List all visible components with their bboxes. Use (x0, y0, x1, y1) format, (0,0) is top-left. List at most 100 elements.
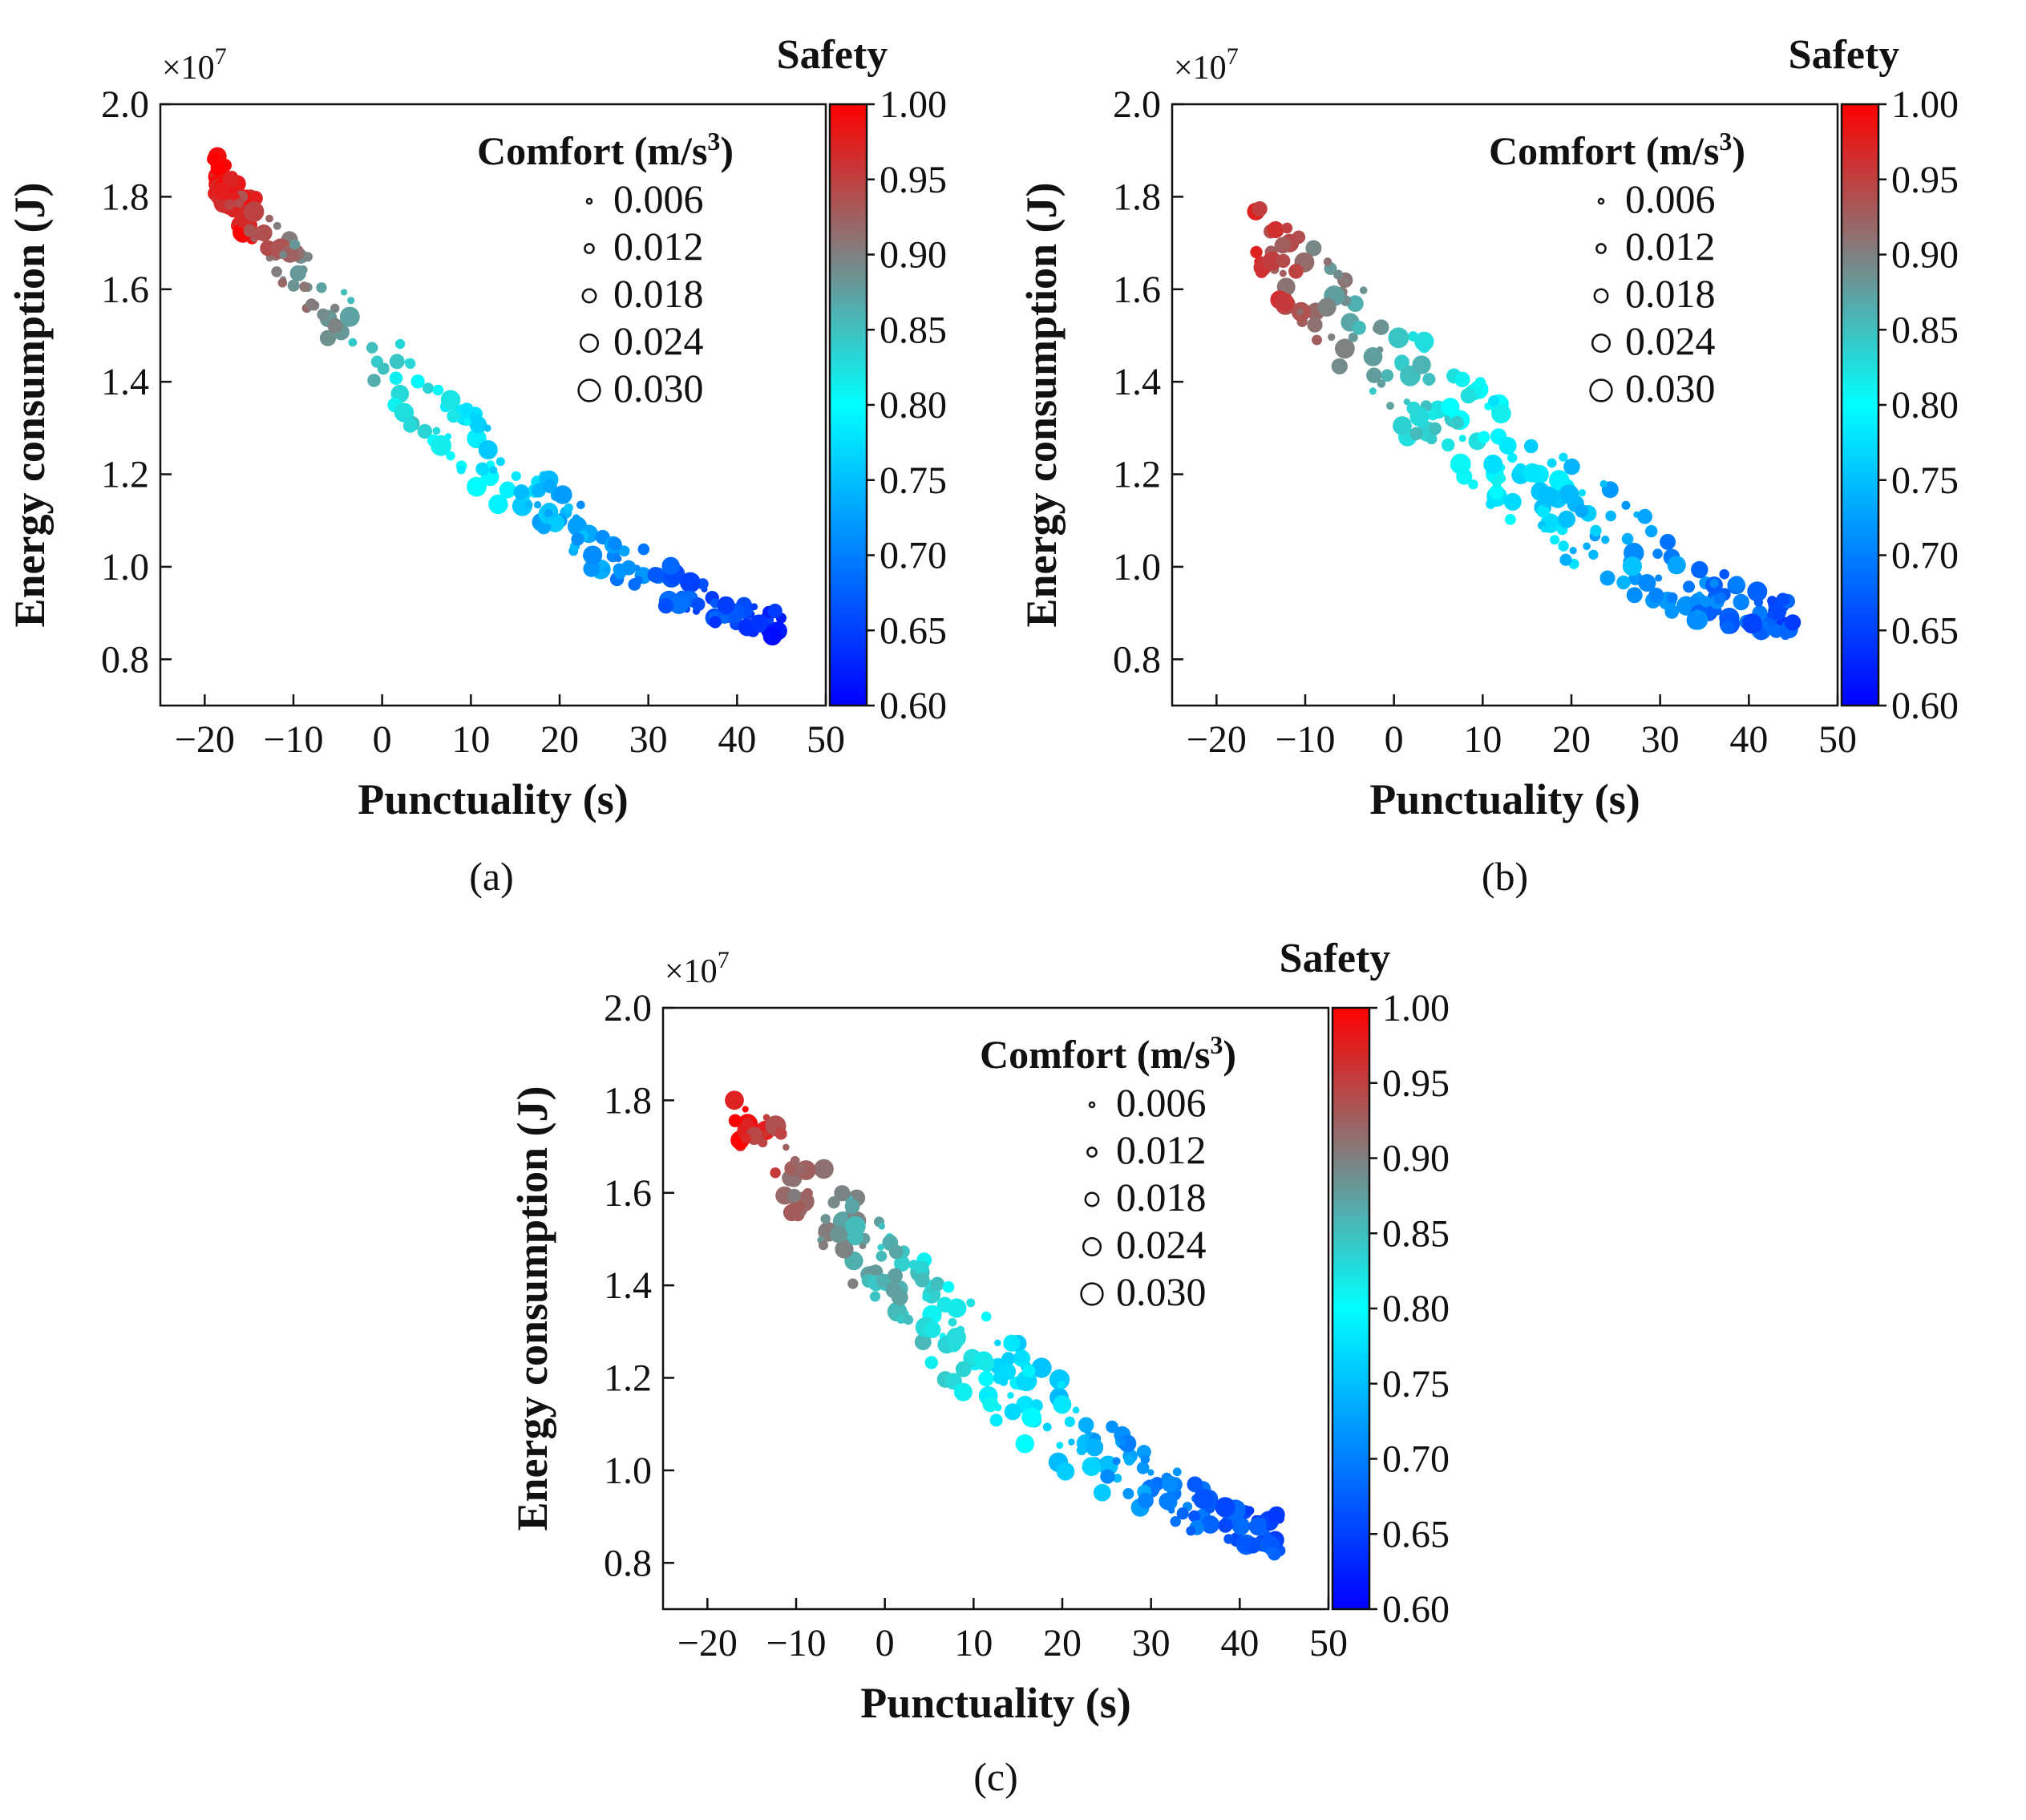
data-point (483, 424, 491, 432)
size-legend-marker (1088, 1101, 1096, 1109)
data-point (1244, 1506, 1255, 1515)
data-point (709, 616, 722, 629)
data-point (273, 221, 281, 230)
plot-frame (1171, 103, 1839, 707)
data-point (1523, 439, 1539, 454)
data-point (1113, 1474, 1122, 1483)
data-point (446, 451, 455, 461)
data-point (423, 382, 434, 394)
x-tick-label: −20 (1187, 718, 1247, 761)
y-tick-label: 0.8 (101, 638, 149, 681)
data-point (903, 1314, 914, 1325)
data-point (1488, 395, 1500, 407)
colorbar-tick-label: 0.75 (880, 459, 947, 502)
scatter-points (725, 1090, 1286, 1561)
x-tick-label: 30 (629, 718, 668, 761)
colorbar-tick-label: 0.70 (1382, 1438, 1450, 1481)
colorbar-title: Safety (777, 32, 888, 78)
colorbar-tick-label: 0.75 (1382, 1363, 1450, 1405)
data-point (1307, 317, 1323, 333)
y-tick-label: 1.0 (1113, 546, 1161, 588)
data-point (790, 1155, 800, 1166)
data-point (489, 466, 498, 475)
data-point (583, 545, 603, 565)
x-tick-label: 0 (1385, 718, 1404, 761)
x-tick-label: 50 (1309, 1622, 1348, 1664)
data-point (478, 440, 498, 459)
data-point (720, 615, 730, 624)
data-point (878, 1223, 885, 1230)
data-point (1072, 1406, 1080, 1414)
data-point (277, 278, 288, 288)
data-point (1223, 1534, 1234, 1544)
data-point (1082, 1457, 1102, 1476)
x-tick-label: 30 (1641, 718, 1680, 761)
y-tick-label: 1.0 (604, 1450, 652, 1492)
data-point (1454, 371, 1470, 387)
data-point (1491, 477, 1502, 487)
data-point (1588, 549, 1599, 560)
data-point (1441, 398, 1460, 417)
data-point (1458, 435, 1466, 443)
data-point (1403, 398, 1410, 406)
data-point (377, 362, 390, 375)
data-point (1767, 596, 1777, 606)
data-point (1274, 292, 1294, 313)
plot-frame (661, 1006, 1330, 1611)
data-point (1188, 1510, 1201, 1523)
data-point (1753, 622, 1763, 632)
data-point (1537, 486, 1559, 507)
data-point (1231, 1517, 1251, 1535)
x-axis-label: Punctuality (s) (860, 1679, 1131, 1727)
data-point (1559, 452, 1568, 462)
size-legend-label: 0.018 (1625, 271, 1716, 316)
data-point (571, 532, 584, 546)
data-point (1377, 379, 1386, 388)
colorbar-tick-label: 1.00 (880, 83, 947, 126)
size-legend-marker (577, 378, 601, 402)
colorbar-tick-label: 0.60 (880, 685, 947, 727)
size-legend-marker (584, 243, 595, 254)
x-tick-label: 40 (1729, 718, 1768, 761)
data-point (1140, 1454, 1150, 1465)
data-point (948, 1317, 957, 1327)
data-point (1478, 431, 1490, 443)
data-point (1288, 264, 1304, 279)
data-point (691, 597, 706, 612)
data-point (1159, 1492, 1176, 1511)
data-point (1281, 222, 1293, 234)
colorbar-tick-label: 0.65 (1891, 609, 1959, 652)
data-point (1388, 327, 1409, 349)
data-point (750, 614, 768, 633)
data-point (1172, 1467, 1182, 1477)
data-point (1621, 532, 1634, 545)
data-point (1700, 596, 1712, 608)
data-point (1691, 560, 1709, 579)
data-point (924, 1321, 941, 1338)
data-point (469, 416, 487, 434)
y-tick-label: 1.2 (101, 454, 149, 496)
data-point (876, 1251, 888, 1262)
data-point (1523, 463, 1543, 483)
data-point (914, 1333, 932, 1351)
data-point (1268, 1506, 1285, 1523)
colorbar-tick-label: 0.85 (1382, 1212, 1450, 1255)
data-point (1086, 1438, 1104, 1457)
data-point (224, 199, 236, 210)
data-point (1569, 547, 1577, 555)
colorbar-tick-label: 0.65 (880, 609, 947, 652)
data-point (222, 171, 239, 188)
panel-caption: (c) (973, 1754, 1018, 1799)
data-point (456, 465, 466, 475)
data-point (774, 1127, 787, 1140)
y-multiplier: ×107 (162, 43, 227, 87)
data-point (851, 1261, 859, 1270)
data-point (1386, 402, 1394, 411)
data-point (389, 354, 405, 370)
data-point (1218, 1518, 1233, 1533)
data-point (432, 427, 441, 435)
data-point (946, 1328, 966, 1348)
y-tick-label: 0.8 (1113, 638, 1161, 681)
x-axis-label: Punctuality (s) (358, 775, 629, 823)
data-point (1394, 354, 1409, 370)
